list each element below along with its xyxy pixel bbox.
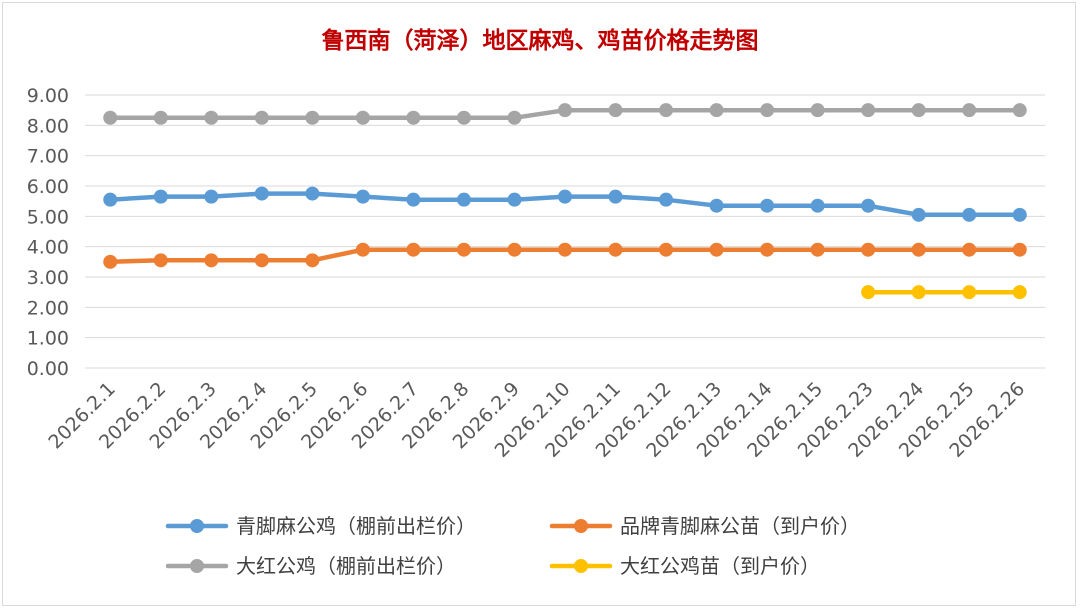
data-point xyxy=(456,242,471,257)
legend-entry: 青脚麻公鸡（棚前出栏价） xyxy=(165,514,476,538)
data-point xyxy=(355,242,370,257)
data-point xyxy=(659,103,674,118)
y-tick-label: 8.00 xyxy=(27,115,69,137)
data-point xyxy=(861,198,876,213)
data-point xyxy=(204,189,219,204)
y-tick-label: 6.00 xyxy=(27,176,69,198)
series-layer xyxy=(103,103,1027,300)
data-point xyxy=(760,198,775,213)
y-tick-label: 7.00 xyxy=(27,146,69,168)
legend-entry: 大红公鸡（棚前出栏价） xyxy=(165,554,456,578)
data-point xyxy=(355,110,370,125)
data-point xyxy=(760,242,775,257)
data-point xyxy=(406,192,421,207)
data-point xyxy=(810,242,825,257)
data-point xyxy=(608,242,623,257)
data-point xyxy=(962,242,977,257)
y-tick-label: 4.00 xyxy=(27,237,69,259)
chart-title: 鲁西南（菏泽）地区麻鸡、鸡苗价格走势图 xyxy=(321,27,759,54)
series-3 xyxy=(103,103,1027,125)
data-point xyxy=(153,253,168,268)
y-tick-label: 9.00 xyxy=(27,85,69,107)
data-point xyxy=(406,242,421,257)
data-point xyxy=(659,242,674,257)
legend-swatch-marker xyxy=(190,559,204,573)
data-point xyxy=(709,103,724,118)
data-point xyxy=(355,189,370,204)
y-tick-label: 1.00 xyxy=(27,328,69,350)
data-point xyxy=(305,186,320,201)
data-point xyxy=(760,103,775,118)
y-tick-label: 5.00 xyxy=(27,206,69,228)
data-point xyxy=(254,253,269,268)
legend: 青脚麻公鸡（棚前出栏价） 品牌青脚麻公苗（到户价） 大红公鸡（棚前出栏价） 大红公鸡苗… xyxy=(165,514,860,578)
data-point xyxy=(507,192,522,207)
data-point xyxy=(1012,207,1027,222)
legend-swatch-marker xyxy=(574,559,588,573)
data-point xyxy=(558,103,572,118)
legend-label: 青脚麻公鸡（棚前出栏价） xyxy=(236,514,476,538)
data-point xyxy=(1012,242,1027,257)
series-1 xyxy=(103,186,1027,222)
data-point xyxy=(406,110,421,125)
data-point xyxy=(911,242,926,257)
data-point xyxy=(861,285,876,300)
data-point xyxy=(456,192,471,207)
legend-label: 大红公鸡苗（到户价） xyxy=(620,554,820,578)
data-point xyxy=(103,192,118,207)
legend-swatch-marker xyxy=(190,519,204,533)
data-point xyxy=(1012,285,1027,300)
legend-label: 品牌青脚麻公苗（到户价） xyxy=(620,514,860,538)
y-tick-label: 3.00 xyxy=(27,267,69,289)
data-point xyxy=(558,189,572,204)
data-point xyxy=(659,192,674,207)
data-point xyxy=(810,103,825,118)
data-point xyxy=(608,103,623,118)
data-point xyxy=(1012,103,1027,118)
data-point xyxy=(507,242,522,257)
data-point xyxy=(153,110,168,125)
y-axis-ticks: 0.00 1.00 2.00 3.00 4.00 5.00 6.00 7.00 8.00 9.00 xyxy=(27,85,69,380)
data-point xyxy=(709,198,724,213)
y-tick-label: 0.00 xyxy=(27,358,69,380)
x-axis-ticks: 2026.2.12026.2.22026.2.32026.2.42026.2.5… xyxy=(44,378,1029,462)
data-point xyxy=(254,186,269,201)
data-point xyxy=(911,207,926,222)
data-point xyxy=(962,207,977,222)
series-4 xyxy=(861,285,1027,300)
data-point xyxy=(861,103,876,118)
data-point xyxy=(558,242,572,257)
y-tick-label: 2.00 xyxy=(27,297,69,319)
data-point xyxy=(507,110,522,125)
data-point xyxy=(861,242,876,257)
data-point xyxy=(608,189,623,204)
legend-label: 大红公鸡（棚前出栏价） xyxy=(236,554,456,578)
data-point xyxy=(153,189,168,204)
gridlines xyxy=(85,94,1045,369)
data-point xyxy=(204,110,219,125)
data-point xyxy=(254,110,269,125)
legend-entry: 品牌青脚麻公苗（到户价） xyxy=(549,514,860,538)
data-point xyxy=(962,285,977,300)
data-point xyxy=(103,110,118,125)
data-point xyxy=(305,253,320,268)
data-point xyxy=(810,198,825,213)
data-point xyxy=(305,110,320,125)
legend-entry: 大红公鸡苗（到户价） xyxy=(549,554,820,578)
data-point xyxy=(204,253,219,268)
data-point xyxy=(911,103,926,118)
data-point xyxy=(911,285,926,300)
data-point xyxy=(103,254,118,269)
data-point xyxy=(962,103,977,118)
series-2 xyxy=(103,242,1027,269)
legend-swatch-marker xyxy=(574,519,588,533)
data-point xyxy=(456,110,471,125)
data-point xyxy=(709,242,724,257)
